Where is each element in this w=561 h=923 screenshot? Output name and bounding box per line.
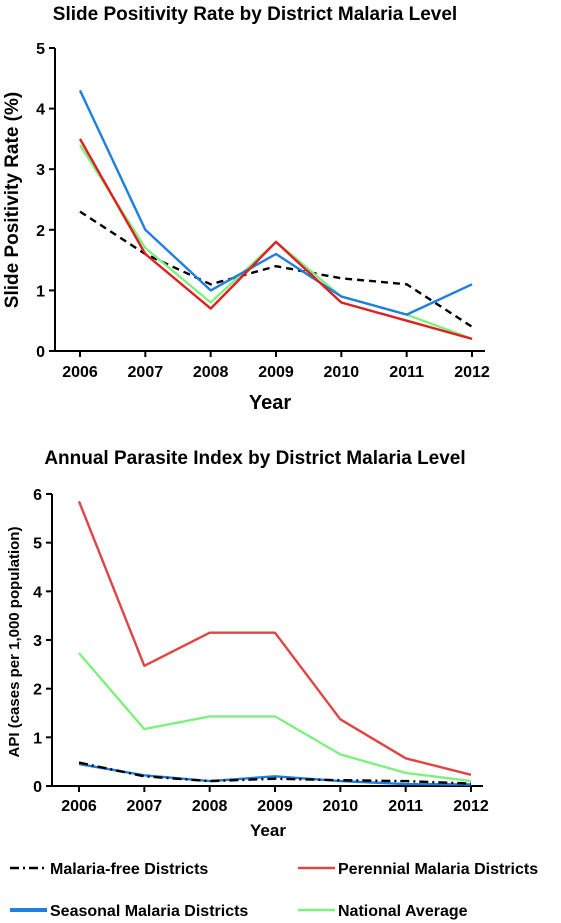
chart2-y-ticks: 0 1 2 3 4 5 6 [33,487,52,796]
chart2-y-tick-label: 3 [33,633,42,650]
chart2-y-label: API (cases per 1,000 population) [6,527,23,758]
chart1-title: Slide Positivity Rate by District Malari… [53,4,457,25]
legend-label-national-average: National Average [338,903,468,920]
chart2-x-tick-label: 2008 [192,798,228,815]
chart1-x-tick-label: 2006 [62,364,98,381]
chart2-x-tick-label: 2010 [323,798,359,815]
chart1-y-ticks: 0 1 2 3 4 5 [36,41,55,361]
chart2-series-perennial-malaria-districts [77,500,472,776]
legend-label-malaria-free-districts: Malaria-free Districts [50,861,208,878]
chart2-y-tick-label: 6 [33,487,42,504]
chart2-x-tick-label: 2011 [388,798,423,815]
chart1-x-ticks: 2006 2007 2008 2009 2010 2011 2012 [62,351,490,381]
chart1-x-tick-label: 2010 [324,364,360,381]
chart1-series-seasonal-malaria-districts [78,89,473,316]
chart1-x-tick-label: 2008 [193,364,229,381]
chart2-y-tick-label: 4 [33,584,42,601]
chart2-x-tick-label: 2006 [61,798,97,815]
chart2-series [77,500,472,786]
chart2-y-tick-label: 0 [33,779,42,796]
chart1-x-tick-label: 2011 [389,364,424,381]
chart1-x-label: Year [249,392,291,414]
chart1-y-tick-label: 2 [36,223,45,240]
chart2-x-ticks: 2006 2007 2008 2009 2010 2011 2012 [61,786,489,815]
chart1-y-tick-label: 5 [36,41,45,58]
chart2-series-malaria-free-districts [78,761,472,785]
chart2-x-tick-label: 2009 [257,798,293,815]
chart2-series-seasonal-malaria-districts [78,762,472,786]
chart1-y-tick-label: 3 [36,162,45,179]
chart2-x-label: Year [250,821,286,840]
chart-slide-positivity: Slide Positivity Rate by District Malari… [2,4,490,414]
legend-label-perennial-malaria-districts: Perennial Malaria Districts [338,861,538,878]
chart1-y-tick-label: 0 [36,344,45,361]
chart1-x-tick-label: 2007 [128,364,164,381]
legend: Malaria-free Districts Perennial Malaria … [10,861,538,920]
chart1-series [78,89,473,341]
chart1-series-perennial-malaria-districts [78,138,473,341]
chart1-x-tick-label: 2009 [258,364,294,381]
legend-label-seasonal-malaria-districts: Seasonal Malaria Districts [50,903,248,920]
chart1-x-tick-label: 2012 [454,364,490,381]
chart1-y-tick-label: 4 [36,102,45,119]
chart2-y-tick-label: 1 [33,730,42,747]
chart2-title: Annual Parasite Index by District Malari… [44,448,465,469]
chart1-y-tick-label: 1 [36,283,45,300]
chart1-series-malaria-free-districts [79,210,473,328]
chart1-y-label: Slide Positivity Rate (%) [2,92,23,308]
chart-annual-parasite-index: Annual Parasite Index by District Malari… [6,448,489,840]
chart2-y-tick-label: 5 [33,536,42,553]
chart2-x-tick-label: 2012 [453,798,489,815]
chart2-series-national-average [78,652,472,783]
chart2-y-tick-label: 2 [33,682,42,699]
chart2-x-tick-label: 2007 [127,798,163,815]
